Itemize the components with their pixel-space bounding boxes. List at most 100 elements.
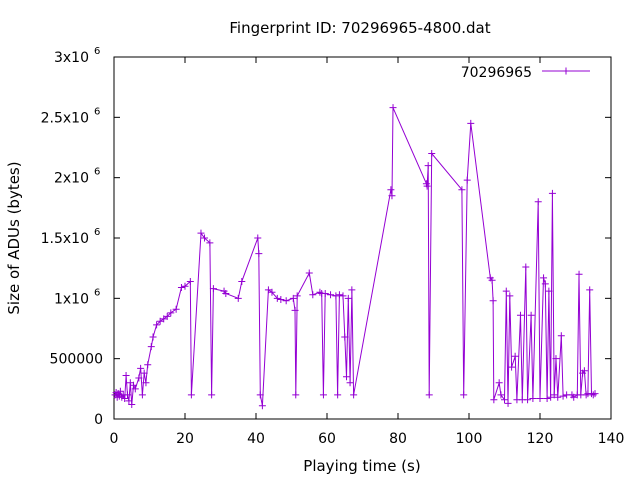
x-tick-label: 40 xyxy=(247,431,265,447)
y-axis-label: Size of ADUs (bytes) xyxy=(5,161,23,314)
data-point-marker xyxy=(319,391,327,399)
x-tick-label: 100 xyxy=(456,431,483,447)
data-point-marker xyxy=(335,291,343,299)
series-line xyxy=(114,107,596,406)
data-point-marker xyxy=(186,277,194,285)
data-point-marker xyxy=(167,309,175,317)
data-point-marker xyxy=(550,391,558,399)
data-point-marker xyxy=(153,321,161,329)
data-point-marker xyxy=(511,352,519,360)
data-point-marker xyxy=(541,280,549,288)
data-point-marker xyxy=(201,234,209,242)
data-point-marker xyxy=(502,287,510,295)
y-axis: 0 500000 1x10 6 1.5x10 6 2x10 6 2.5x10 6 3x10 6 xyxy=(41,46,611,428)
data-point-marker xyxy=(589,391,597,399)
data-point-marker xyxy=(339,292,347,300)
data-point-marker xyxy=(268,288,276,296)
x-tick-label: 120 xyxy=(527,431,554,447)
legend-entry-label: 70296965 xyxy=(461,65,532,81)
data-point-marker xyxy=(536,394,544,402)
data-point-marker xyxy=(149,333,157,341)
data-point-marker xyxy=(197,229,205,237)
data-point-marker xyxy=(552,355,560,363)
data-point-marker xyxy=(327,291,335,299)
data-point-marker xyxy=(389,104,397,112)
data-point-marker xyxy=(343,373,351,381)
data-point-marker xyxy=(586,286,594,294)
data-point-marker xyxy=(506,292,514,300)
data-point-marker xyxy=(292,391,300,399)
data-point-marker xyxy=(458,186,466,194)
data-point-marker xyxy=(123,391,131,399)
data-point-marker xyxy=(547,393,555,401)
data-point-marker xyxy=(516,311,524,319)
data-point-marker xyxy=(125,397,133,405)
y-tick-label: 1.5x10 xyxy=(41,231,89,247)
data-point-marker xyxy=(582,391,590,399)
data-point-marker xyxy=(488,276,496,284)
x-tick-label: 20 xyxy=(176,431,194,447)
y-tick-label: 2x10 xyxy=(54,171,89,187)
data-point-marker xyxy=(463,176,471,184)
data-point-marker xyxy=(256,391,264,399)
data-point-marker xyxy=(147,343,155,351)
legend: 70296965 xyxy=(461,65,590,81)
y-tick-exponent: 6 xyxy=(94,227,100,238)
data-point-marker xyxy=(128,401,136,409)
y-tick-label: 3x10 xyxy=(54,50,89,66)
data-point-marker xyxy=(524,396,532,404)
data-point-marker xyxy=(321,290,329,298)
data-point-marker xyxy=(293,292,301,300)
data-point-marker xyxy=(548,189,556,197)
data-point-marker xyxy=(122,372,130,380)
data-point-marker xyxy=(172,305,180,313)
data-point-marker xyxy=(346,379,354,387)
data-point-marker xyxy=(423,182,431,190)
data-point-marker xyxy=(156,317,164,325)
data-point-marker xyxy=(264,286,272,294)
data-point-marker xyxy=(540,274,548,282)
x-tick-label: 60 xyxy=(318,431,336,447)
data-point-marker xyxy=(258,402,266,410)
data-point-marker xyxy=(332,292,340,300)
data-point-marker xyxy=(116,387,124,395)
data-point-marker xyxy=(545,287,553,295)
data-point-marker xyxy=(350,391,358,399)
data-point-marker xyxy=(575,270,583,278)
data-point-marker xyxy=(508,363,516,371)
data-point-marker xyxy=(238,277,246,285)
y-tick-label: 0 xyxy=(94,412,103,428)
data-point-marker xyxy=(341,333,349,341)
x-axis-label: Playing time (s) xyxy=(303,457,420,475)
data-point-marker xyxy=(534,198,542,206)
data-point-marker xyxy=(591,390,599,398)
data-point-marker xyxy=(557,332,565,340)
data-point-marker xyxy=(460,391,468,399)
data-point-marker xyxy=(181,282,189,290)
x-tick-label: 80 xyxy=(389,431,407,447)
data-point-marker xyxy=(209,285,217,293)
data-point-marker xyxy=(334,391,342,399)
legend-marker xyxy=(562,67,570,75)
y-tick-exponent: 6 xyxy=(94,167,100,178)
data-point-marker xyxy=(424,162,432,170)
data-point-marker xyxy=(144,361,152,369)
data-point-marker xyxy=(388,192,396,200)
data-point-marker xyxy=(222,290,230,298)
data-point-marker xyxy=(504,399,512,407)
data-point-marker xyxy=(254,234,262,242)
data-point-marker xyxy=(489,297,497,305)
data-point-marker xyxy=(570,393,578,401)
x-tick-label: 140 xyxy=(598,431,625,447)
data-point-marker xyxy=(580,367,588,375)
chart-title: Fingerprint ID: 70296965-4800.dat xyxy=(229,19,490,37)
data-point-marker xyxy=(501,396,508,404)
data-point-marker xyxy=(527,311,535,319)
series-layer xyxy=(111,104,599,410)
data-point-marker xyxy=(467,119,475,127)
data-point-marker xyxy=(206,239,214,247)
data-point-marker xyxy=(208,391,216,399)
data-point-marker xyxy=(543,394,551,402)
x-tick-label: 0 xyxy=(110,431,119,447)
data-point-marker xyxy=(522,263,530,271)
